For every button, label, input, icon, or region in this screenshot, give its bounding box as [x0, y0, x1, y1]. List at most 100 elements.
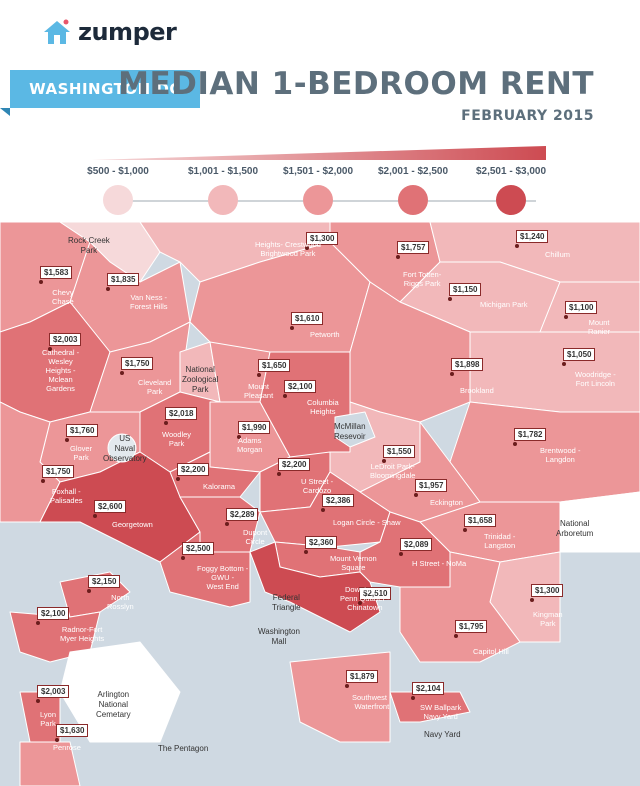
rent-tag[interactable]: $1,898: [451, 358, 484, 371]
neighborhood-name: Heights- Crestwood Brightwood Park: [255, 240, 321, 258]
legend-swatch: [496, 185, 526, 215]
location-pin-icon: [562, 362, 566, 366]
rent-tag[interactable]: $1,990: [238, 421, 271, 434]
legend-label: $2,501 - $3,000: [475, 166, 547, 177]
neighborhood-name: Mount Pleasant: [244, 382, 274, 400]
rent-tag[interactable]: $1,795: [455, 620, 488, 633]
rent-tag[interactable]: $1,300: [306, 232, 339, 245]
place-label: McMillan Resevoir: [334, 422, 366, 441]
place-label: National Zoological Park: [182, 365, 219, 394]
location-pin-icon: [257, 373, 261, 377]
neighborhood-name: Southwest - Waterfront: [352, 693, 392, 711]
rent-tag[interactable]: $1,610: [291, 312, 324, 325]
rent-tag[interactable]: $1,757: [397, 241, 430, 254]
rent-tag[interactable]: $1,583: [40, 266, 73, 279]
place-label: US Naval Observatory: [103, 434, 147, 463]
neighborhood-name: Radnor-Fort Myer Heights: [60, 625, 105, 643]
neighborhood-name: U Street - Cardozo: [301, 477, 334, 495]
legend-swatch: [303, 185, 333, 215]
location-pin-icon: [225, 522, 229, 526]
location-pin-icon: [450, 372, 454, 376]
location-pin-icon: [513, 442, 517, 446]
location-pin-icon: [106, 287, 110, 291]
rent-tag[interactable]: $2,289: [226, 508, 259, 521]
neighborhood-name: Cleveland Park: [138, 378, 172, 396]
rent-tag[interactable]: $1,300: [531, 584, 564, 597]
place-label: Rock Creek Park: [68, 236, 110, 255]
legend-item: $2,501 - $3,000: [466, 166, 556, 177]
rent-tag[interactable]: $2,386: [322, 494, 355, 507]
rent-tag[interactable]: $2,200: [177, 463, 210, 476]
rent-tag[interactable]: $1,760: [66, 424, 99, 437]
rent-tag[interactable]: $1,150: [449, 283, 482, 296]
rent-tag[interactable]: $1,879: [346, 670, 379, 683]
location-pin-icon: [290, 326, 294, 330]
rent-tag[interactable]: $2,360: [305, 536, 338, 549]
rent-tag[interactable]: $1,100: [565, 301, 598, 314]
rent-tag[interactable]: $1,658: [464, 514, 497, 527]
rent-tag[interactable]: $2,500: [182, 542, 215, 555]
rent-tag[interactable]: $1,650: [258, 359, 291, 372]
rent-tag[interactable]: $2,003: [49, 333, 82, 346]
neighborhood-name: Woodley Park: [162, 430, 192, 448]
house-logo-icon: [44, 19, 70, 44]
location-pin-icon: [283, 394, 287, 398]
rent-tag[interactable]: $2,089: [400, 538, 433, 551]
neighborhood-name: Foggy Bottom - GWU - West End: [197, 564, 249, 591]
rent-tag[interactable]: $2,200: [278, 458, 311, 471]
location-pin-icon: [399, 552, 403, 556]
place-label: Federal Triangle: [272, 593, 301, 612]
location-pin-icon: [181, 556, 185, 560]
rent-tag[interactable]: $2,104: [412, 682, 445, 695]
location-pin-icon: [36, 621, 40, 625]
place-label: Washington Mall: [258, 627, 300, 646]
neighborhood-name: Michigan Park: [480, 300, 528, 309]
neighborhood-name: Petworth: [310, 330, 340, 339]
neighborhood-name: Columbia Heights: [307, 398, 339, 416]
rent-tag[interactable]: $1,750: [42, 465, 75, 478]
rent-tag[interactable]: $2,150: [88, 575, 121, 588]
location-pin-icon: [277, 472, 281, 476]
rent-tag[interactable]: $2,510: [359, 587, 392, 600]
area-penrose: [19, 741, 81, 786]
neighborhood-name: Downtown - Penn Quarter - Chinatown: [340, 585, 390, 612]
neighborhood-name: Capitol Hill: [473, 647, 509, 656]
rent-tag[interactable]: $2,600: [94, 500, 127, 513]
location-pin-icon: [55, 738, 59, 742]
location-pin-icon: [36, 699, 40, 703]
location-pin-icon: [358, 601, 362, 605]
location-pin-icon: [120, 371, 124, 375]
location-pin-icon: [414, 493, 418, 497]
location-pin-icon: [41, 479, 45, 483]
location-pin-icon: [448, 297, 452, 301]
neighborhood-name: Penrose: [53, 743, 81, 752]
area-ballpark: [389, 691, 471, 723]
rent-tag[interactable]: $1,782: [514, 428, 547, 441]
place-label: Navy Yard: [424, 730, 461, 739]
rent-tag[interactable]: $1,550: [383, 445, 416, 458]
neighborhood-name: Van Ness - Forest Hills: [130, 293, 168, 311]
rent-tag[interactable]: $1,050: [563, 348, 596, 361]
location-pin-icon: [411, 696, 415, 700]
legend-item: $1,001 - $1,500: [178, 166, 268, 177]
location-pin-icon: [93, 514, 97, 518]
rent-tag[interactable]: $2,100: [284, 380, 317, 393]
rent-tag[interactable]: $1,240: [516, 230, 549, 243]
city-banner: WASHINGTON DC: [0, 70, 200, 116]
rent-tag[interactable]: $2,100: [37, 607, 70, 620]
legend-label: $1,001 - $1,500: [187, 166, 259, 177]
area-national-arboretum: [559, 491, 640, 553]
rent-tag[interactable]: $1,630: [56, 724, 89, 737]
place-label: The Pentagon: [158, 744, 209, 753]
legend-swatch: [208, 185, 238, 215]
rent-tag[interactable]: $2,003: [37, 685, 70, 698]
location-pin-icon: [87, 589, 91, 593]
rent-tag[interactable]: $1,835: [107, 273, 140, 286]
rent-tag[interactable]: $1,750: [121, 357, 154, 370]
zumper-logo[interactable]: zumper: [42, 18, 177, 46]
rent-tag[interactable]: $2,018: [165, 407, 198, 420]
location-pin-icon: [304, 550, 308, 554]
neighborhood-name: LeDroit Park- Bloomingdale: [370, 462, 416, 480]
neighborhood-name: North Rosslyn: [107, 593, 134, 611]
rent-tag[interactable]: $1,957: [415, 479, 448, 492]
